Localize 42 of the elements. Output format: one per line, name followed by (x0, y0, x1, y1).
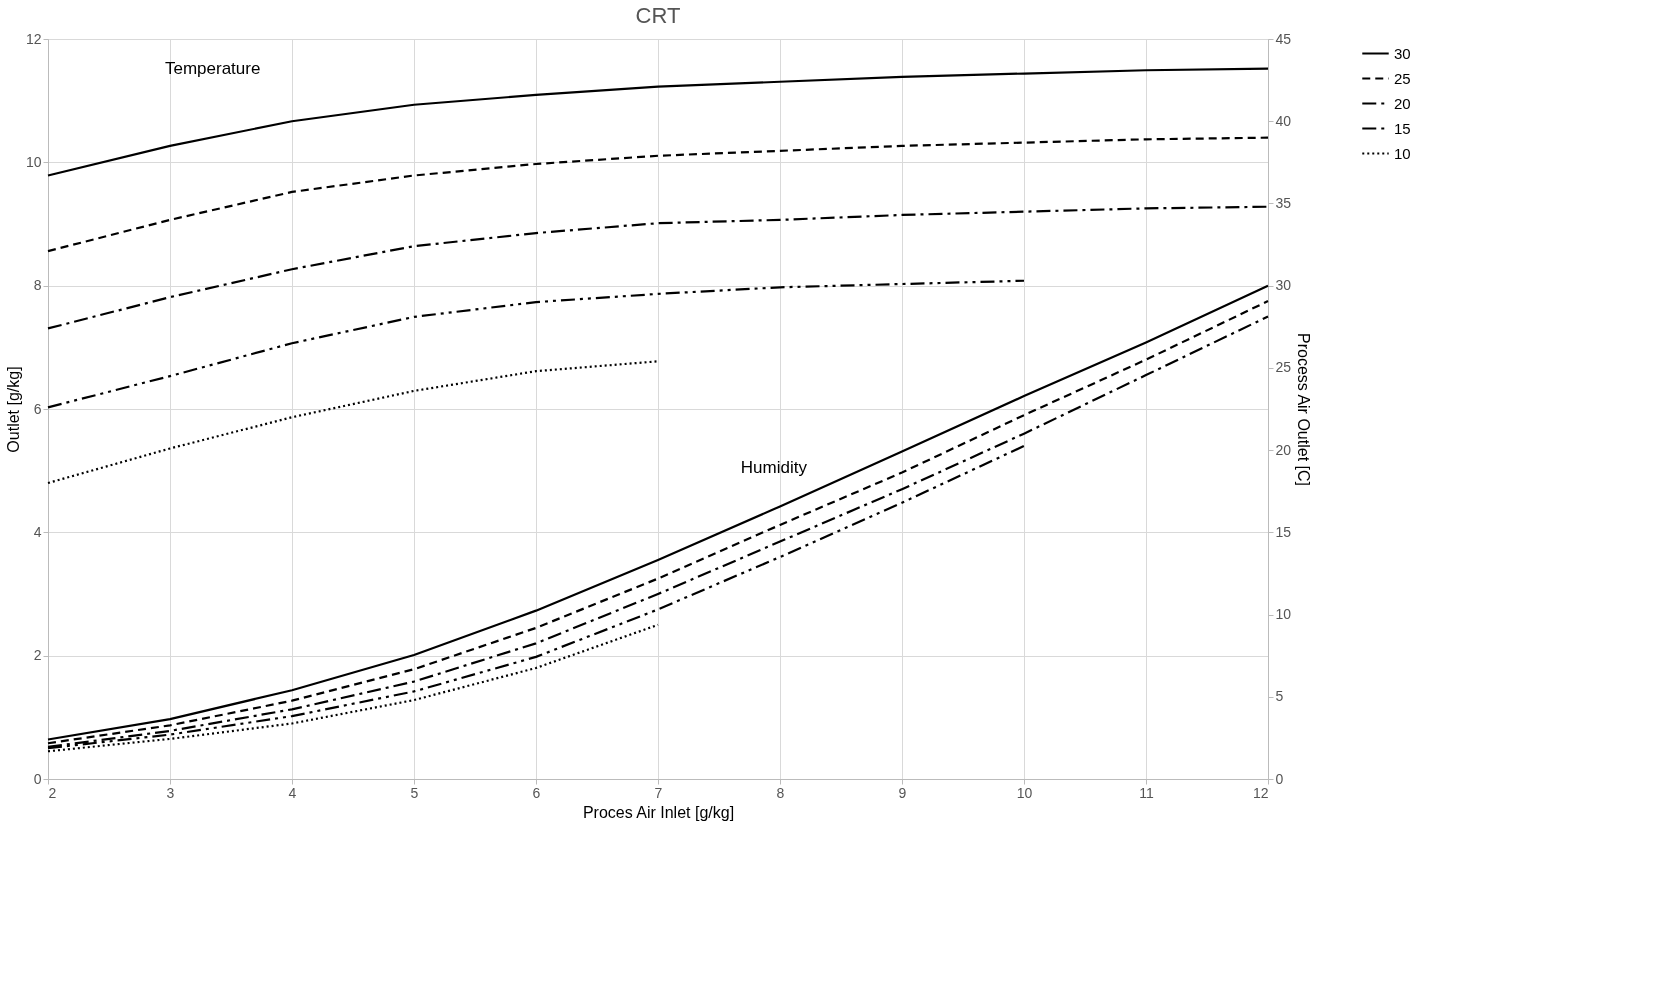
legend-label: 30 (1394, 44, 1411, 62)
x-tick-label: 12 (1252, 784, 1269, 801)
line-series (46, 360, 660, 485)
x-tick-label: 6 (532, 784, 541, 801)
legend-label: 10 (1394, 144, 1411, 162)
x-tick-label: 10 (1016, 784, 1033, 801)
x-tick-label: 7 (654, 784, 663, 801)
y2-tick-label: 0 (1275, 770, 1284, 787)
x-tick-label: 5 (410, 784, 419, 801)
annotation: Humidity (740, 458, 808, 478)
y-axis-title: Outlet [g/kg] (4, 366, 22, 453)
y2-tick-label: 5 (1275, 688, 1284, 705)
x-tick-label: 9 (898, 784, 907, 801)
legend-label: 15 (1394, 119, 1411, 137)
line-series (46, 136, 1270, 253)
y2-tick-label: 45 (1275, 30, 1292, 47)
chart-title: CRT (635, 3, 681, 28)
annotation: Temperature (164, 58, 261, 78)
y-tick-label: 2 (33, 647, 42, 664)
y2-tick-label: 35 (1275, 194, 1292, 211)
x-tick-label: 2 (48, 784, 57, 801)
y2-axis-title: Process Air Outlet [C] (1295, 333, 1313, 486)
y2-tick-label: 15 (1275, 523, 1292, 540)
y2-tick-label: 25 (1275, 359, 1292, 376)
x-tick-label: 8 (776, 784, 785, 801)
y-tick-label: 12 (25, 30, 42, 47)
y-tick-label: 10 (25, 153, 42, 170)
y2-tick-label: 40 (1275, 112, 1292, 129)
y-tick-label: 4 (33, 523, 42, 540)
y2-tick-label: 20 (1275, 441, 1292, 458)
y-tick-label: 6 (33, 400, 42, 417)
x-axis-title: Proces Air Inlet [g/kg] (582, 803, 735, 821)
x-tick-label: 11 (1139, 784, 1154, 801)
y-tick-label: 8 (33, 277, 42, 294)
y2-tick-label: 10 (1275, 606, 1292, 623)
x-tick-label: 4 (288, 784, 297, 801)
line-series (46, 279, 1026, 409)
legend-label: 25 (1394, 69, 1411, 87)
y2-tick-label: 30 (1275, 277, 1292, 294)
x-tick-label: 3 (166, 784, 175, 801)
legend-label: 20 (1394, 94, 1411, 112)
y-tick-label: 0 (33, 770, 42, 787)
